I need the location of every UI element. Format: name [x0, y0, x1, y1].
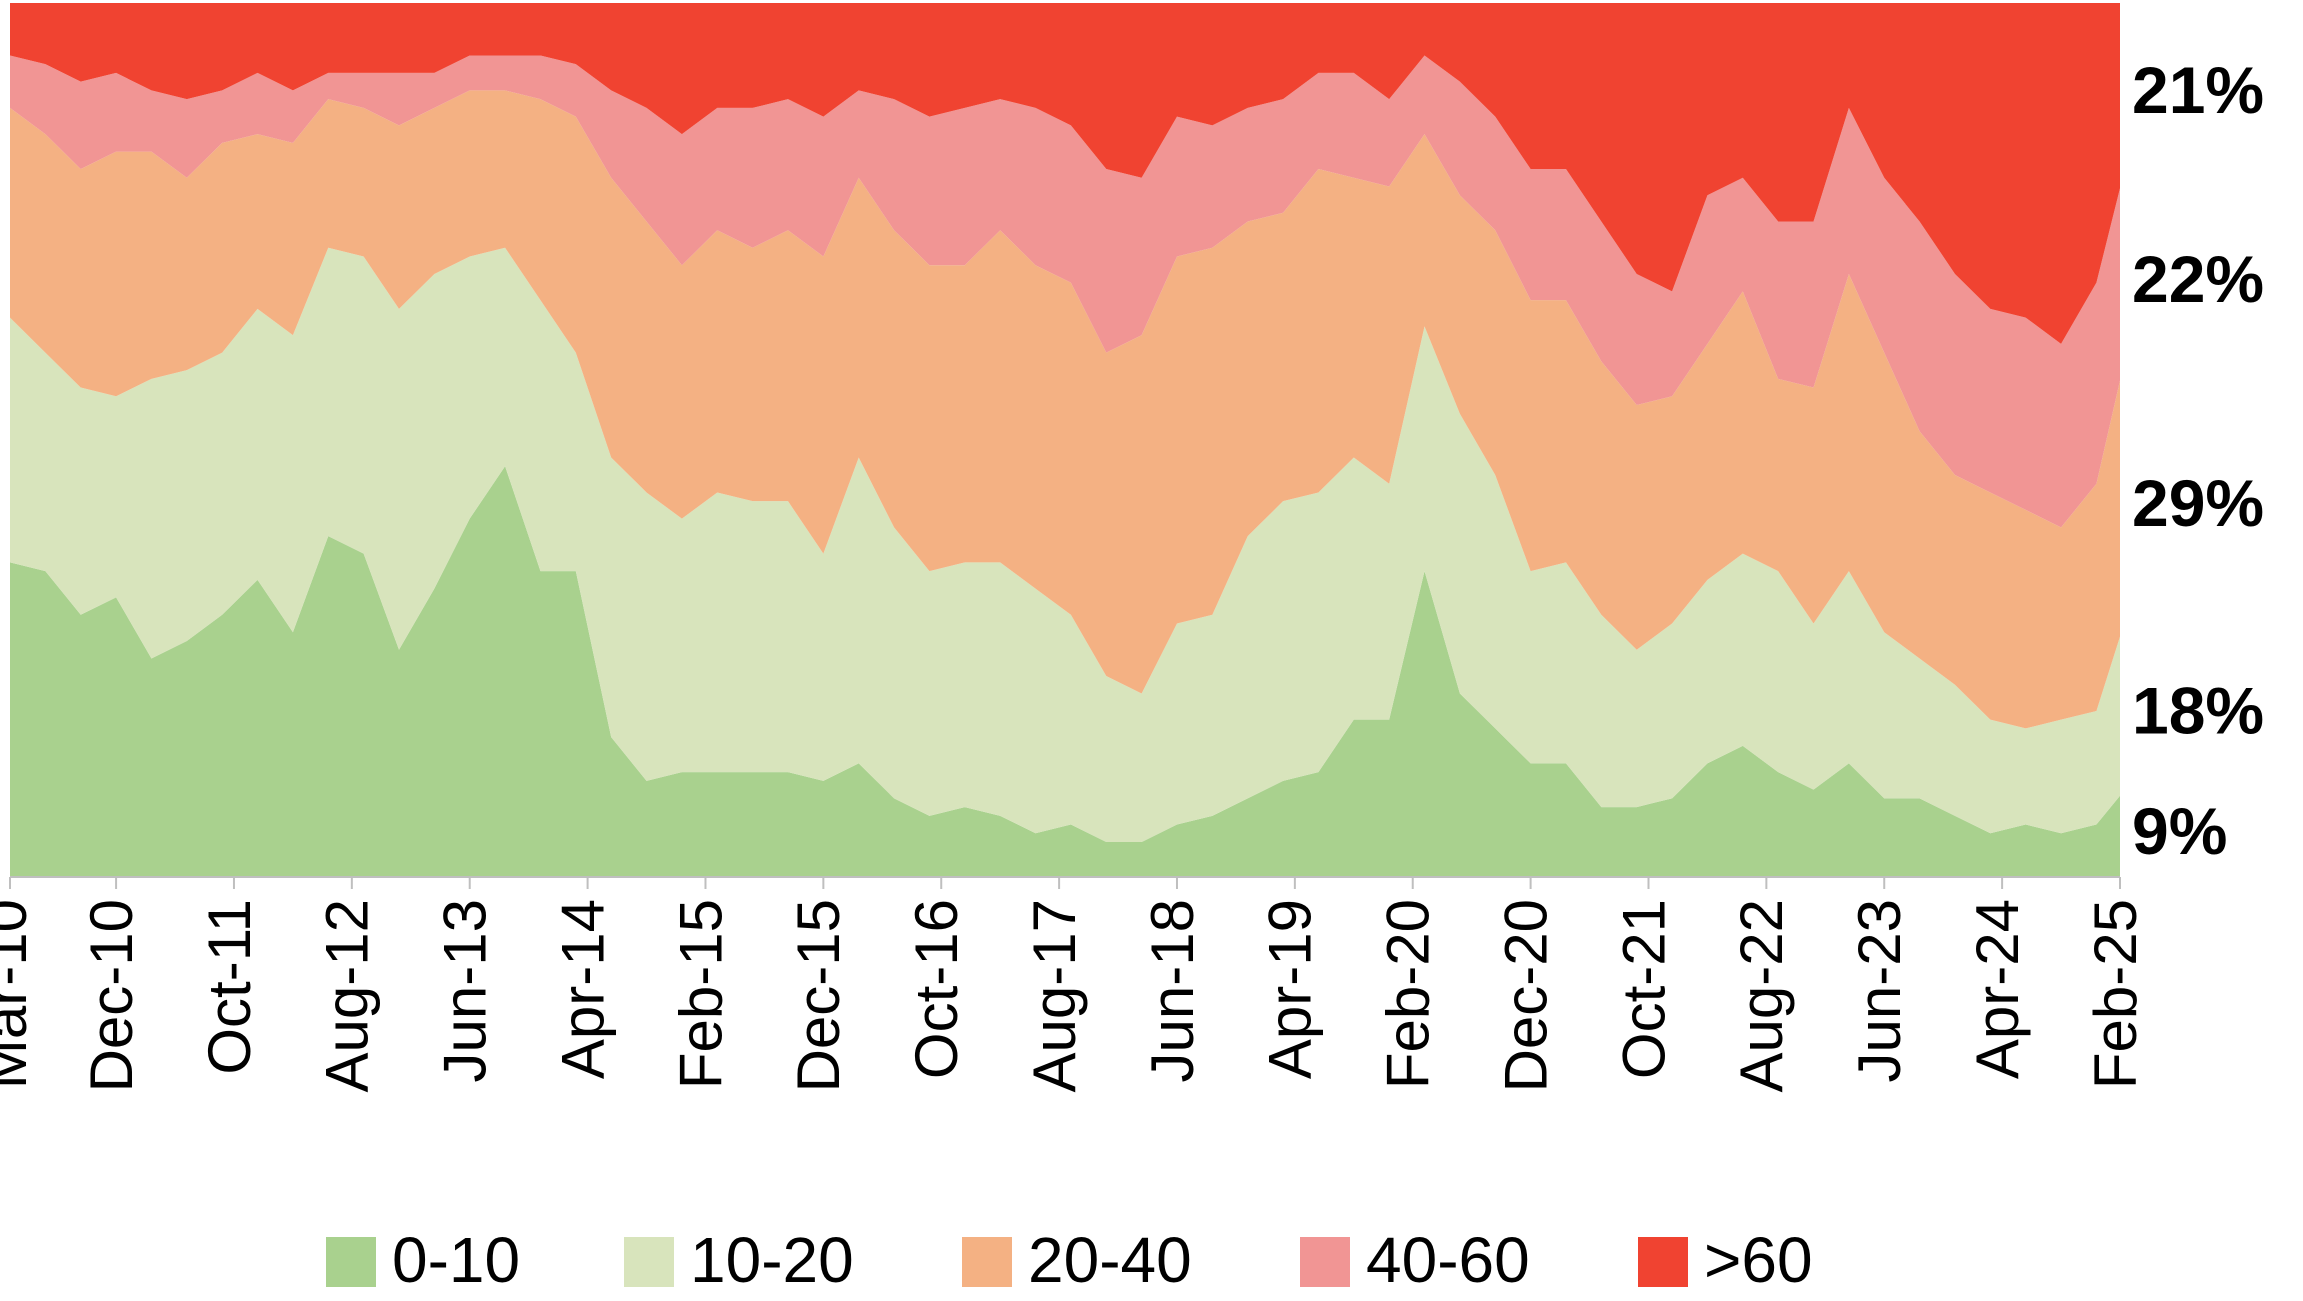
x-tick-label: Apr-24 [1964, 899, 2031, 1079]
x-tick-label: Aug-17 [1021, 899, 1088, 1092]
legend-label: >60 [1704, 1224, 1813, 1296]
x-tick-label: Apr-19 [1257, 899, 1324, 1079]
legend-label: 40-60 [1366, 1224, 1530, 1296]
x-tick-label: Aug-22 [1728, 899, 1795, 1092]
area [10, 55, 2120, 528]
area [10, 247, 2120, 843]
x-tick-label: Mar-10 [0, 899, 39, 1089]
x-tick-label: Dec-20 [1492, 899, 1559, 1092]
x-tick-label: Feb-25 [2082, 899, 2149, 1089]
legend-swatch [1300, 1237, 1350, 1287]
legend-swatch [624, 1237, 674, 1287]
x-tick-label: Apr-14 [549, 899, 616, 1079]
end-label: 9% [2132, 794, 2227, 868]
legend-label: 10-20 [690, 1224, 854, 1296]
area [10, 90, 2120, 729]
x-tick-label: Oct-21 [1610, 899, 1677, 1079]
end-label: 21% [2132, 53, 2264, 127]
area [10, 3, 2120, 344]
x-tick-label: Feb-20 [1375, 899, 1442, 1089]
legend-swatch [326, 1237, 376, 1287]
x-tick-label: Jun-18 [1139, 899, 1206, 1082]
x-tick-label: Oct-11 [196, 899, 263, 1075]
area [10, 466, 2120, 877]
legend-swatch [1638, 1237, 1688, 1287]
end-label: 29% [2132, 466, 2264, 540]
x-tick-label: Dec-15 [785, 899, 852, 1092]
legend-swatch [962, 1237, 1012, 1287]
end-label: 18% [2132, 674, 2264, 748]
x-tick-label: Dec-10 [78, 899, 145, 1092]
x-tick-label: Aug-12 [314, 899, 381, 1092]
x-tick-label: Jun-13 [432, 899, 499, 1082]
x-tick-label: Feb-15 [667, 899, 734, 1089]
x-tick-label: Oct-16 [903, 899, 970, 1079]
end-label: 22% [2132, 242, 2264, 316]
legend-label: 0-10 [392, 1224, 520, 1296]
legend-label: 20-40 [1028, 1224, 1192, 1296]
x-tick-label: Jun-23 [1846, 899, 1913, 1082]
